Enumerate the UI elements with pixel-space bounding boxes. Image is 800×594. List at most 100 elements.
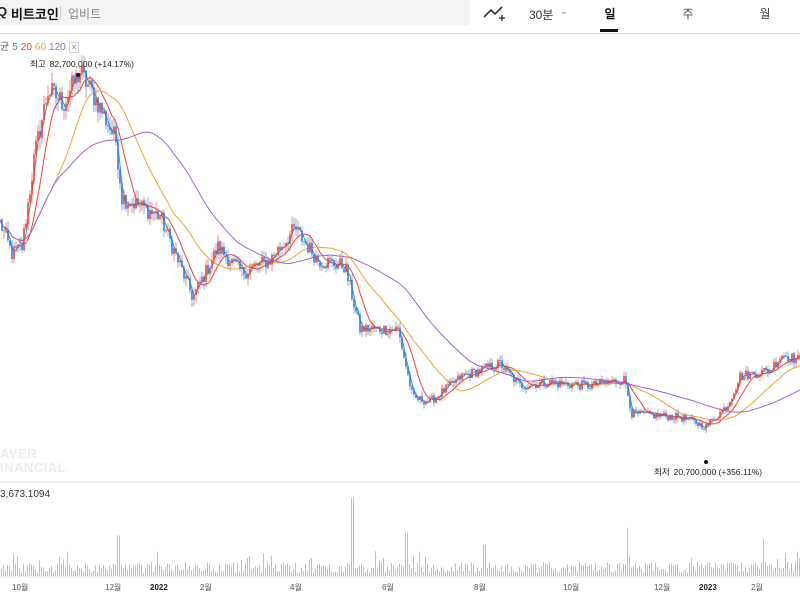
candle-body [261,256,263,263]
candle-body [103,110,105,114]
candle-body [705,423,707,430]
volume-bar [9,566,10,576]
volume-bar [395,569,396,576]
candle-body [541,378,543,382]
low-marker [704,460,708,464]
candle-body [523,388,525,389]
tab-week[interactable]: 주 [682,7,694,21]
candle-body [259,262,261,266]
candle-body [517,378,519,381]
volume-bar [745,567,746,576]
volume-bar [557,571,558,576]
candle-body [95,97,97,106]
candle-body [647,411,649,413]
candle-body [295,226,297,230]
exchange-name: 업비트 [68,7,102,21]
candle-body [37,131,39,141]
volume-bar [235,572,236,576]
candle-body [175,248,177,254]
candle-body [671,415,673,420]
candle-body [235,259,237,262]
volume-bar [123,567,124,576]
candle-body [793,353,795,364]
candle-body [81,65,83,74]
candle-body [141,200,143,206]
volume-bar [441,567,442,576]
volume-bar [193,569,194,576]
volume-bar [615,570,616,576]
candle-body [27,202,29,224]
candle-body [491,362,493,370]
volume-bar [289,565,290,576]
volume-bar [301,567,302,576]
candle-body [583,380,585,383]
volume-bar [673,565,674,576]
volume-bar [359,565,360,576]
draw-line-tool-icon[interactable] [480,2,508,24]
candle-body [385,325,387,336]
volume-bar [535,563,536,576]
volume-bar [413,556,414,576]
candle-body [47,95,49,104]
high-label-title: 최고 [30,59,46,69]
volume-bar [439,571,440,576]
candle-body [313,254,315,263]
volume-bar [397,566,398,576]
volume-bar [269,565,270,576]
volume-bar [115,564,116,576]
volume-bar [657,567,658,576]
candlesticks [1,54,800,434]
volume-bar [101,568,102,576]
candle-body [725,407,727,411]
volume-bar [35,569,36,576]
candle-body [35,140,37,155]
volume-bar [273,567,274,576]
volume-bar [423,571,424,576]
candle-body [377,326,379,328]
tab-month[interactable]: 월 [759,7,771,21]
chevron-down-icon[interactable]: ⌄ [560,6,568,16]
candle-body [3,230,5,232]
candle-body [177,253,179,263]
candle-body [253,264,255,266]
volume-bar [693,565,694,576]
volume-bar [67,551,68,576]
volume-bar [727,562,728,576]
volume-bar [89,569,90,576]
candle-body [209,267,211,274]
tab-day[interactable]: 일 [604,7,616,21]
volume-bar [293,569,294,576]
candle-body [603,381,605,384]
candle-body [345,264,347,273]
candle-body [761,369,763,376]
candle-body [457,375,459,380]
volume-bar [567,564,568,576]
candle-body [145,205,147,207]
volume-bar [755,562,756,576]
candle-body [275,255,277,257]
coin-search-box[interactable]: Q 비트코인 업비트 [0,0,470,25]
volume-bar [523,571,524,576]
volume-bar [43,568,44,576]
candle-body [789,361,791,363]
volume-bar [319,563,320,576]
candle-body [379,326,381,333]
volume-bar [345,566,346,576]
candle-body [493,369,495,371]
volume-bar [261,571,262,576]
candle-body [573,383,575,385]
volume-bar [471,562,472,576]
candle-body [427,401,429,403]
candle-body [505,366,507,370]
candle-body [39,131,41,138]
candle-body [169,228,171,239]
search-icon[interactable]: Q [0,4,7,19]
interval-select[interactable]: 30분 [529,8,554,22]
volume-bar [49,567,50,576]
candle-body [773,361,775,371]
candle-body [463,373,465,375]
candle-body [699,422,701,426]
legend-settings-icon[interactable]: ✕ [68,42,80,53]
candle-body [589,388,591,389]
